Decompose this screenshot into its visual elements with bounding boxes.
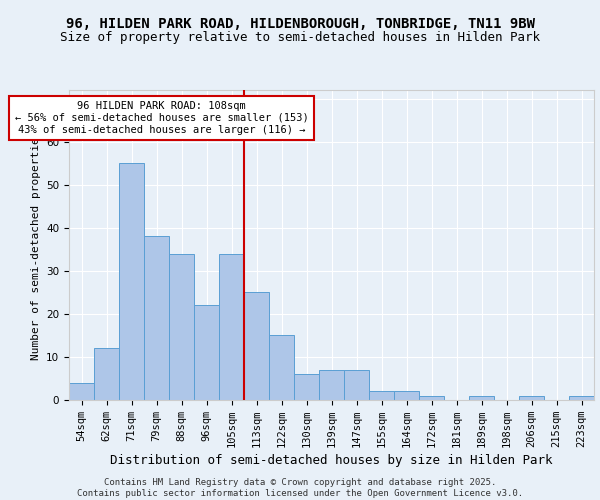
Bar (194, 306, 219, 400)
Bar (294, 374, 319, 400)
Bar (244, 292, 269, 400)
X-axis label: Distribution of semi-detached houses by size in Hilden Park: Distribution of semi-detached houses by … (110, 454, 553, 467)
Bar (569, 396, 594, 400)
Text: 96, HILDEN PARK ROAD, HILDENBOROUGH, TONBRIDGE, TN11 9BW: 96, HILDEN PARK ROAD, HILDENBOROUGH, TON… (65, 18, 535, 32)
Text: 96 HILDEN PARK ROAD: 108sqm
← 56% of semi-detached houses are smaller (153)
43% : 96 HILDEN PARK ROAD: 108sqm ← 56% of sem… (14, 102, 308, 134)
Bar (69, 383, 94, 400)
Bar (269, 336, 294, 400)
Bar (94, 348, 119, 400)
Text: Contains HM Land Registry data © Crown copyright and database right 2025.
Contai: Contains HM Land Registry data © Crown c… (77, 478, 523, 498)
Text: Size of property relative to semi-detached houses in Hilden Park: Size of property relative to semi-detach… (60, 31, 540, 44)
Bar (394, 392, 419, 400)
Bar (369, 392, 394, 400)
Bar (419, 396, 444, 400)
Bar (469, 396, 494, 400)
Bar (319, 370, 344, 400)
Bar (169, 254, 194, 400)
Bar (119, 163, 144, 400)
Bar (344, 370, 369, 400)
Bar (219, 254, 244, 400)
Bar (144, 236, 169, 400)
Bar (519, 396, 544, 400)
Y-axis label: Number of semi-detached properties: Number of semi-detached properties (31, 130, 41, 360)
